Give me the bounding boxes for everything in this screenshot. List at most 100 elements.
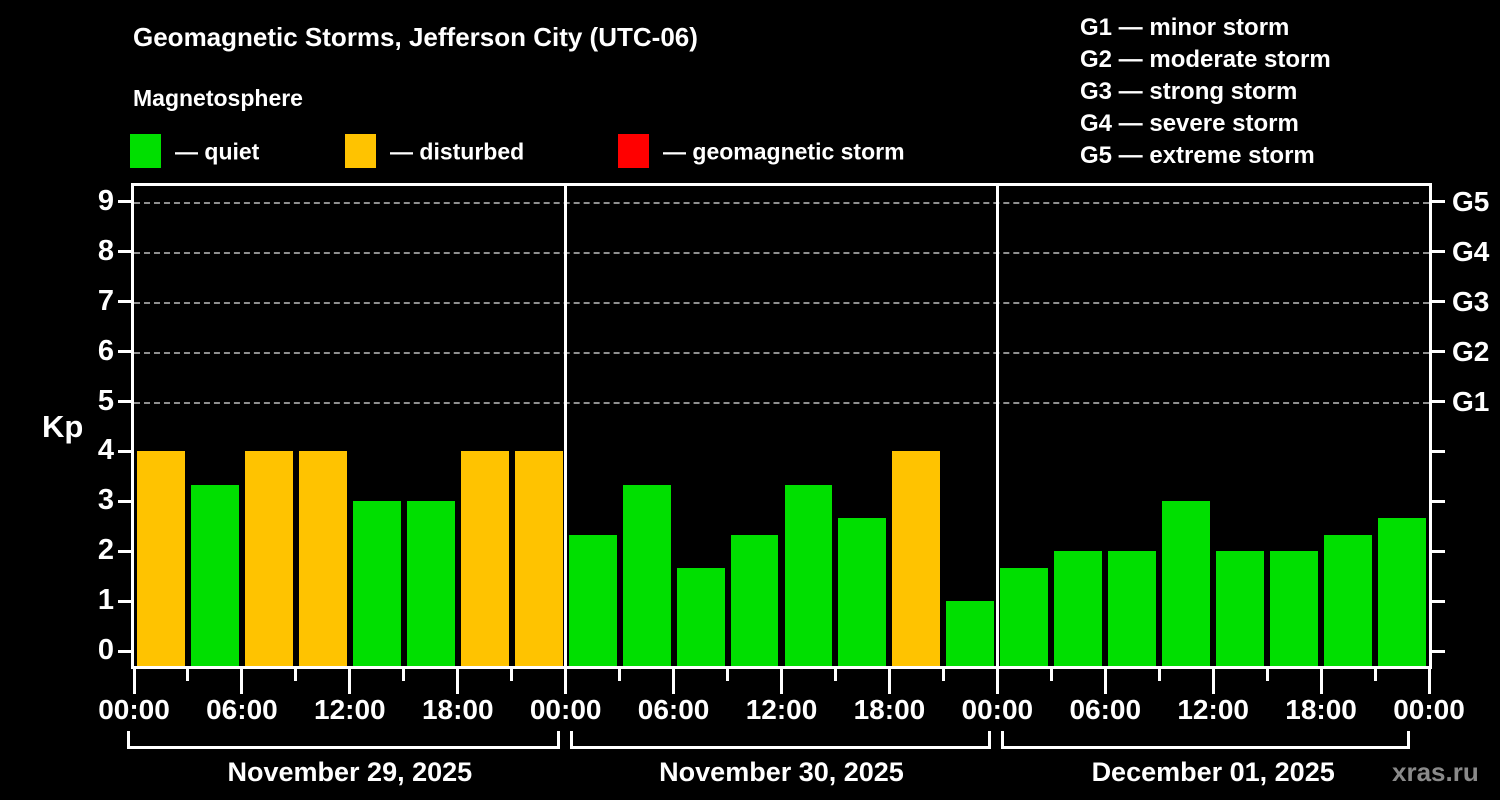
x-tick bbox=[1319, 669, 1323, 694]
kp-bar bbox=[946, 601, 995, 666]
disturbed-legend-label: — disturbed bbox=[390, 138, 525, 165]
y-tick bbox=[118, 599, 131, 603]
y-tick-label: 4 bbox=[97, 434, 114, 467]
g-scale-legend-item: G4 — severe storm bbox=[1080, 110, 1299, 137]
kp-bar bbox=[838, 517, 887, 666]
date-bracket-left-tick bbox=[127, 731, 130, 749]
kp-bar bbox=[1216, 551, 1265, 666]
x-tick bbox=[995, 669, 999, 694]
g-axis-label: G2 bbox=[1452, 335, 1490, 367]
page-title: Geomagnetic Storms, Jefferson City (UTC-… bbox=[133, 22, 698, 52]
g-axis-label: G3 bbox=[1452, 285, 1490, 317]
y-tick-label: 7 bbox=[97, 284, 114, 317]
y-tick bbox=[118, 449, 131, 453]
x-tick bbox=[1427, 669, 1431, 694]
kp-bar bbox=[190, 484, 239, 666]
g-scale-legend-item: G5 — extreme storm bbox=[1080, 142, 1315, 169]
right-tick bbox=[1432, 350, 1445, 354]
x-tick bbox=[186, 669, 190, 681]
x-tick bbox=[132, 669, 136, 694]
y-tick-label: 6 bbox=[97, 334, 114, 367]
y-tick bbox=[118, 250, 131, 254]
x-tick bbox=[1049, 669, 1053, 681]
x-tick bbox=[833, 669, 837, 681]
right-tick bbox=[1432, 400, 1445, 404]
date-bracket-right-tick bbox=[988, 731, 992, 749]
y-tick bbox=[118, 200, 131, 204]
kp-bar bbox=[892, 451, 941, 666]
kp-bar bbox=[1270, 551, 1319, 666]
kp-bar bbox=[406, 501, 455, 666]
gridline-g4 bbox=[134, 251, 1429, 254]
x-tick bbox=[1265, 669, 1269, 681]
date-bracket-left-tick bbox=[569, 731, 573, 749]
quiet-legend-label: — quiet bbox=[175, 138, 260, 165]
right-tick bbox=[1432, 649, 1445, 653]
quiet-legend-swatch bbox=[130, 134, 161, 168]
gridline-g1 bbox=[134, 401, 1429, 404]
kp-bar bbox=[244, 451, 293, 666]
date-bracket-line bbox=[569, 746, 992, 749]
x-tick-label: 18:00 bbox=[853, 694, 926, 725]
right-tick bbox=[1432, 549, 1445, 553]
date-bracket-right-tick bbox=[1407, 731, 1410, 749]
date-bracket-left-tick bbox=[1001, 731, 1005, 749]
date-label: November 30, 2025 bbox=[659, 757, 904, 787]
right-tick bbox=[1432, 449, 1445, 453]
y-tick-label: 0 bbox=[97, 633, 114, 666]
x-tick-label: 00:00 bbox=[1393, 694, 1465, 725]
x-tick-label: 12:00 bbox=[745, 694, 818, 725]
kp-bar bbox=[352, 501, 401, 666]
x-tick-label: 12:00 bbox=[1177, 694, 1249, 725]
g-axis-label: G4 bbox=[1452, 235, 1490, 267]
kp-bar bbox=[298, 451, 347, 666]
x-tick bbox=[240, 669, 244, 694]
g-scale-legend-item: G3 — strong storm bbox=[1080, 78, 1298, 105]
kp-bar bbox=[568, 534, 617, 666]
g-scale-legend-item: G1 — minor storm bbox=[1080, 14, 1290, 41]
kp-bar bbox=[514, 451, 563, 666]
y-tick bbox=[118, 499, 131, 503]
x-tick bbox=[456, 669, 460, 694]
x-tick-label: 06:00 bbox=[637, 694, 710, 725]
y-tick-label: 8 bbox=[97, 234, 114, 267]
x-tick-label: 00:00 bbox=[529, 694, 602, 725]
x-tick-label: 06:00 bbox=[206, 694, 278, 725]
y-tick-label: 3 bbox=[97, 484, 114, 517]
x-tick-label: 12:00 bbox=[314, 694, 386, 725]
right-tick bbox=[1432, 250, 1445, 254]
x-tick bbox=[1373, 669, 1377, 681]
plot-border-right bbox=[1429, 183, 1432, 669]
kp-bar bbox=[1378, 517, 1426, 666]
x-tick bbox=[1103, 669, 1107, 694]
x-tick bbox=[618, 669, 622, 681]
kp-bar bbox=[730, 534, 779, 666]
kp-bar bbox=[137, 451, 185, 666]
kp-bar bbox=[784, 484, 833, 666]
date-label: December 01, 2025 bbox=[1091, 757, 1335, 787]
x-tick-label: 06:00 bbox=[1069, 694, 1142, 725]
g-axis-label: G5 bbox=[1452, 185, 1490, 217]
x-tick bbox=[348, 669, 352, 694]
kp-bar bbox=[1054, 551, 1103, 666]
y-tick bbox=[118, 549, 131, 553]
x-tick-label: 00:00 bbox=[961, 694, 1034, 725]
y-tick bbox=[118, 400, 131, 404]
x-tick-label: 00:00 bbox=[98, 694, 170, 725]
x-tick bbox=[726, 669, 730, 681]
kp-bar bbox=[622, 484, 671, 666]
x-tick bbox=[672, 669, 676, 694]
right-tick bbox=[1432, 599, 1445, 603]
right-tick bbox=[1432, 499, 1445, 503]
day-separator bbox=[564, 183, 568, 669]
x-tick bbox=[780, 669, 783, 694]
date-bracket-right-tick bbox=[556, 731, 560, 749]
y-tick-label: 2 bbox=[97, 534, 114, 567]
chart-subtitle: Magnetosphere bbox=[133, 85, 303, 111]
x-tick-label: 18:00 bbox=[421, 694, 494, 725]
x-tick bbox=[402, 669, 406, 681]
disturbed-legend-swatch bbox=[345, 134, 376, 168]
y-tick bbox=[118, 300, 131, 304]
x-tick bbox=[1211, 669, 1215, 694]
y-tick bbox=[118, 350, 131, 354]
